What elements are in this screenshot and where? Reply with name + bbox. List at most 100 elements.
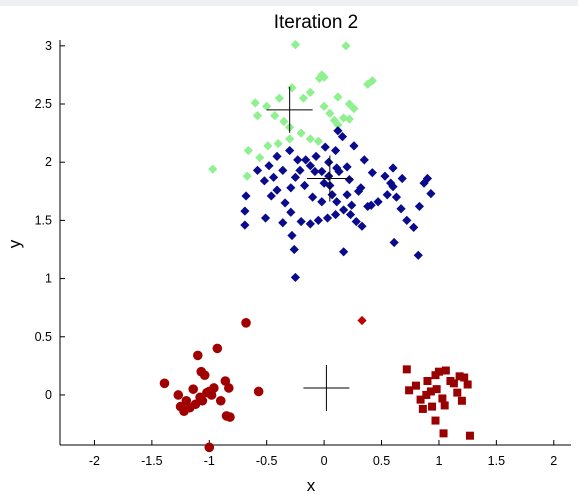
data-point-series-1	[414, 201, 425, 212]
data-point-series-1	[289, 244, 299, 255]
data-point-series-1	[252, 165, 263, 175]
data-point-series-1	[260, 213, 271, 223]
data-point-series-0	[341, 41, 351, 51]
data-point-series-0	[262, 101, 272, 111]
data-point-series-1	[342, 162, 352, 172]
data-point-series-1	[299, 180, 310, 191]
data-point-series-3	[199, 370, 210, 380]
data-point-series-1	[317, 197, 327, 207]
data-point-series-4	[423, 376, 432, 385]
x-tick-label: 0	[321, 454, 328, 468]
data-point-series-1	[396, 204, 406, 214]
data-point-series-1	[264, 161, 274, 171]
data-point-series-0	[367, 76, 377, 86]
data-point-series-1	[345, 209, 356, 220]
data-point-series-0	[344, 114, 354, 124]
data-point-series-0	[305, 87, 315, 97]
data-point-series-1	[413, 250, 423, 260]
x-tick-label: 1.5	[488, 454, 505, 468]
x-tick-label: -1	[204, 454, 215, 468]
plot-axes	[59, 40, 571, 446]
y-ticks: 0 0.5 1 1.5 2 2.5 3	[35, 39, 65, 402]
data-point-series-3	[188, 384, 199, 394]
data-point-series-1	[357, 221, 367, 231]
data-point-series-1	[293, 155, 303, 165]
chart-title: Iteration 2	[274, 12, 359, 33]
data-point-series-1	[310, 166, 320, 177]
data-point-series-0	[344, 99, 354, 109]
data-point-series-0	[296, 128, 306, 138]
data-point-series-3	[192, 350, 203, 361]
data-point-series-1	[344, 175, 354, 185]
data-point-series-1	[337, 131, 348, 142]
y-tick-label: 2.5	[35, 97, 52, 111]
data-point-series-1	[290, 272, 301, 283]
x-ticks: -2 -1.5 -1 -0.5 0 0.5 1 1.5 2	[89, 440, 557, 468]
data-point-series-1	[311, 151, 321, 161]
data-point-series-3	[224, 383, 234, 393]
data-point-series-4	[428, 402, 437, 411]
data-point-series-0	[274, 93, 284, 103]
data-point-series-0	[287, 83, 297, 93]
data-point-series-4	[440, 401, 449, 410]
data-point-series-1	[388, 163, 398, 173]
data-point-series-0	[305, 134, 315, 144]
data-point-series-1	[402, 215, 412, 225]
data-point-series-0	[242, 171, 252, 181]
data-point-series-1	[308, 192, 318, 202]
data-point-series-1	[339, 205, 349, 215]
data-point-series-4	[426, 387, 435, 396]
data-point-series-0	[339, 113, 349, 123]
data-point-series-1	[324, 171, 334, 181]
data-point-series-4	[438, 394, 447, 403]
data-point-series-1	[287, 230, 297, 241]
data-point-series-1	[286, 207, 296, 217]
data-point-series-1	[278, 165, 288, 175]
data-point-series-0	[290, 40, 301, 50]
data-point-series-4	[418, 404, 427, 413]
data-point-series-0	[208, 164, 218, 174]
data-point-series-1	[356, 183, 366, 193]
data-point-series-1	[280, 198, 290, 208]
data-point-series-1	[278, 218, 288, 228]
data-point-series-2	[357, 315, 367, 326]
data-point-series-3	[159, 378, 170, 389]
data-point-series-1	[333, 126, 343, 136]
x-tick-label: -0.5	[256, 454, 278, 468]
data-point-series-4	[405, 386, 414, 395]
data-point-series-3	[195, 392, 205, 403]
data-point-series-3	[215, 395, 226, 406]
data-point-series-4	[411, 381, 420, 390]
x-tick-label: -2	[89, 454, 100, 468]
data-point-series-1	[351, 216, 361, 227]
data-point-series-1	[272, 185, 282, 195]
data-point-series-0	[273, 138, 283, 149]
data-points	[159, 40, 474, 453]
data-point-series-4	[402, 365, 411, 374]
data-point-series-0	[329, 115, 340, 125]
data-point-series-1	[290, 172, 301, 182]
data-point-series-1	[334, 166, 344, 177]
data-point-series-1	[363, 201, 373, 212]
data-point-series-0	[279, 116, 289, 127]
data-point-series-1	[295, 165, 305, 175]
data-point-series-0	[349, 104, 359, 114]
data-point-series-1	[422, 173, 433, 184]
data-point-series-3	[253, 386, 264, 397]
data-point-series-1	[380, 171, 390, 181]
data-point-series-4	[460, 373, 469, 382]
x-tick-label: -1.5	[141, 454, 163, 468]
data-point-series-1	[366, 200, 376, 210]
data-point-series-0	[270, 111, 280, 121]
data-point-series-4	[432, 385, 441, 394]
data-point-series-0	[319, 101, 329, 111]
data-point-series-1	[330, 145, 341, 156]
data-point-series-3	[173, 390, 184, 400]
data-point-series-3	[212, 343, 223, 354]
window-top-strip	[0, 0, 578, 6]
data-point-series-1	[317, 166, 327, 177]
x-tick-label: 0.5	[373, 454, 390, 468]
data-point-series-1	[386, 178, 396, 188]
data-point-series-3	[225, 412, 235, 422]
